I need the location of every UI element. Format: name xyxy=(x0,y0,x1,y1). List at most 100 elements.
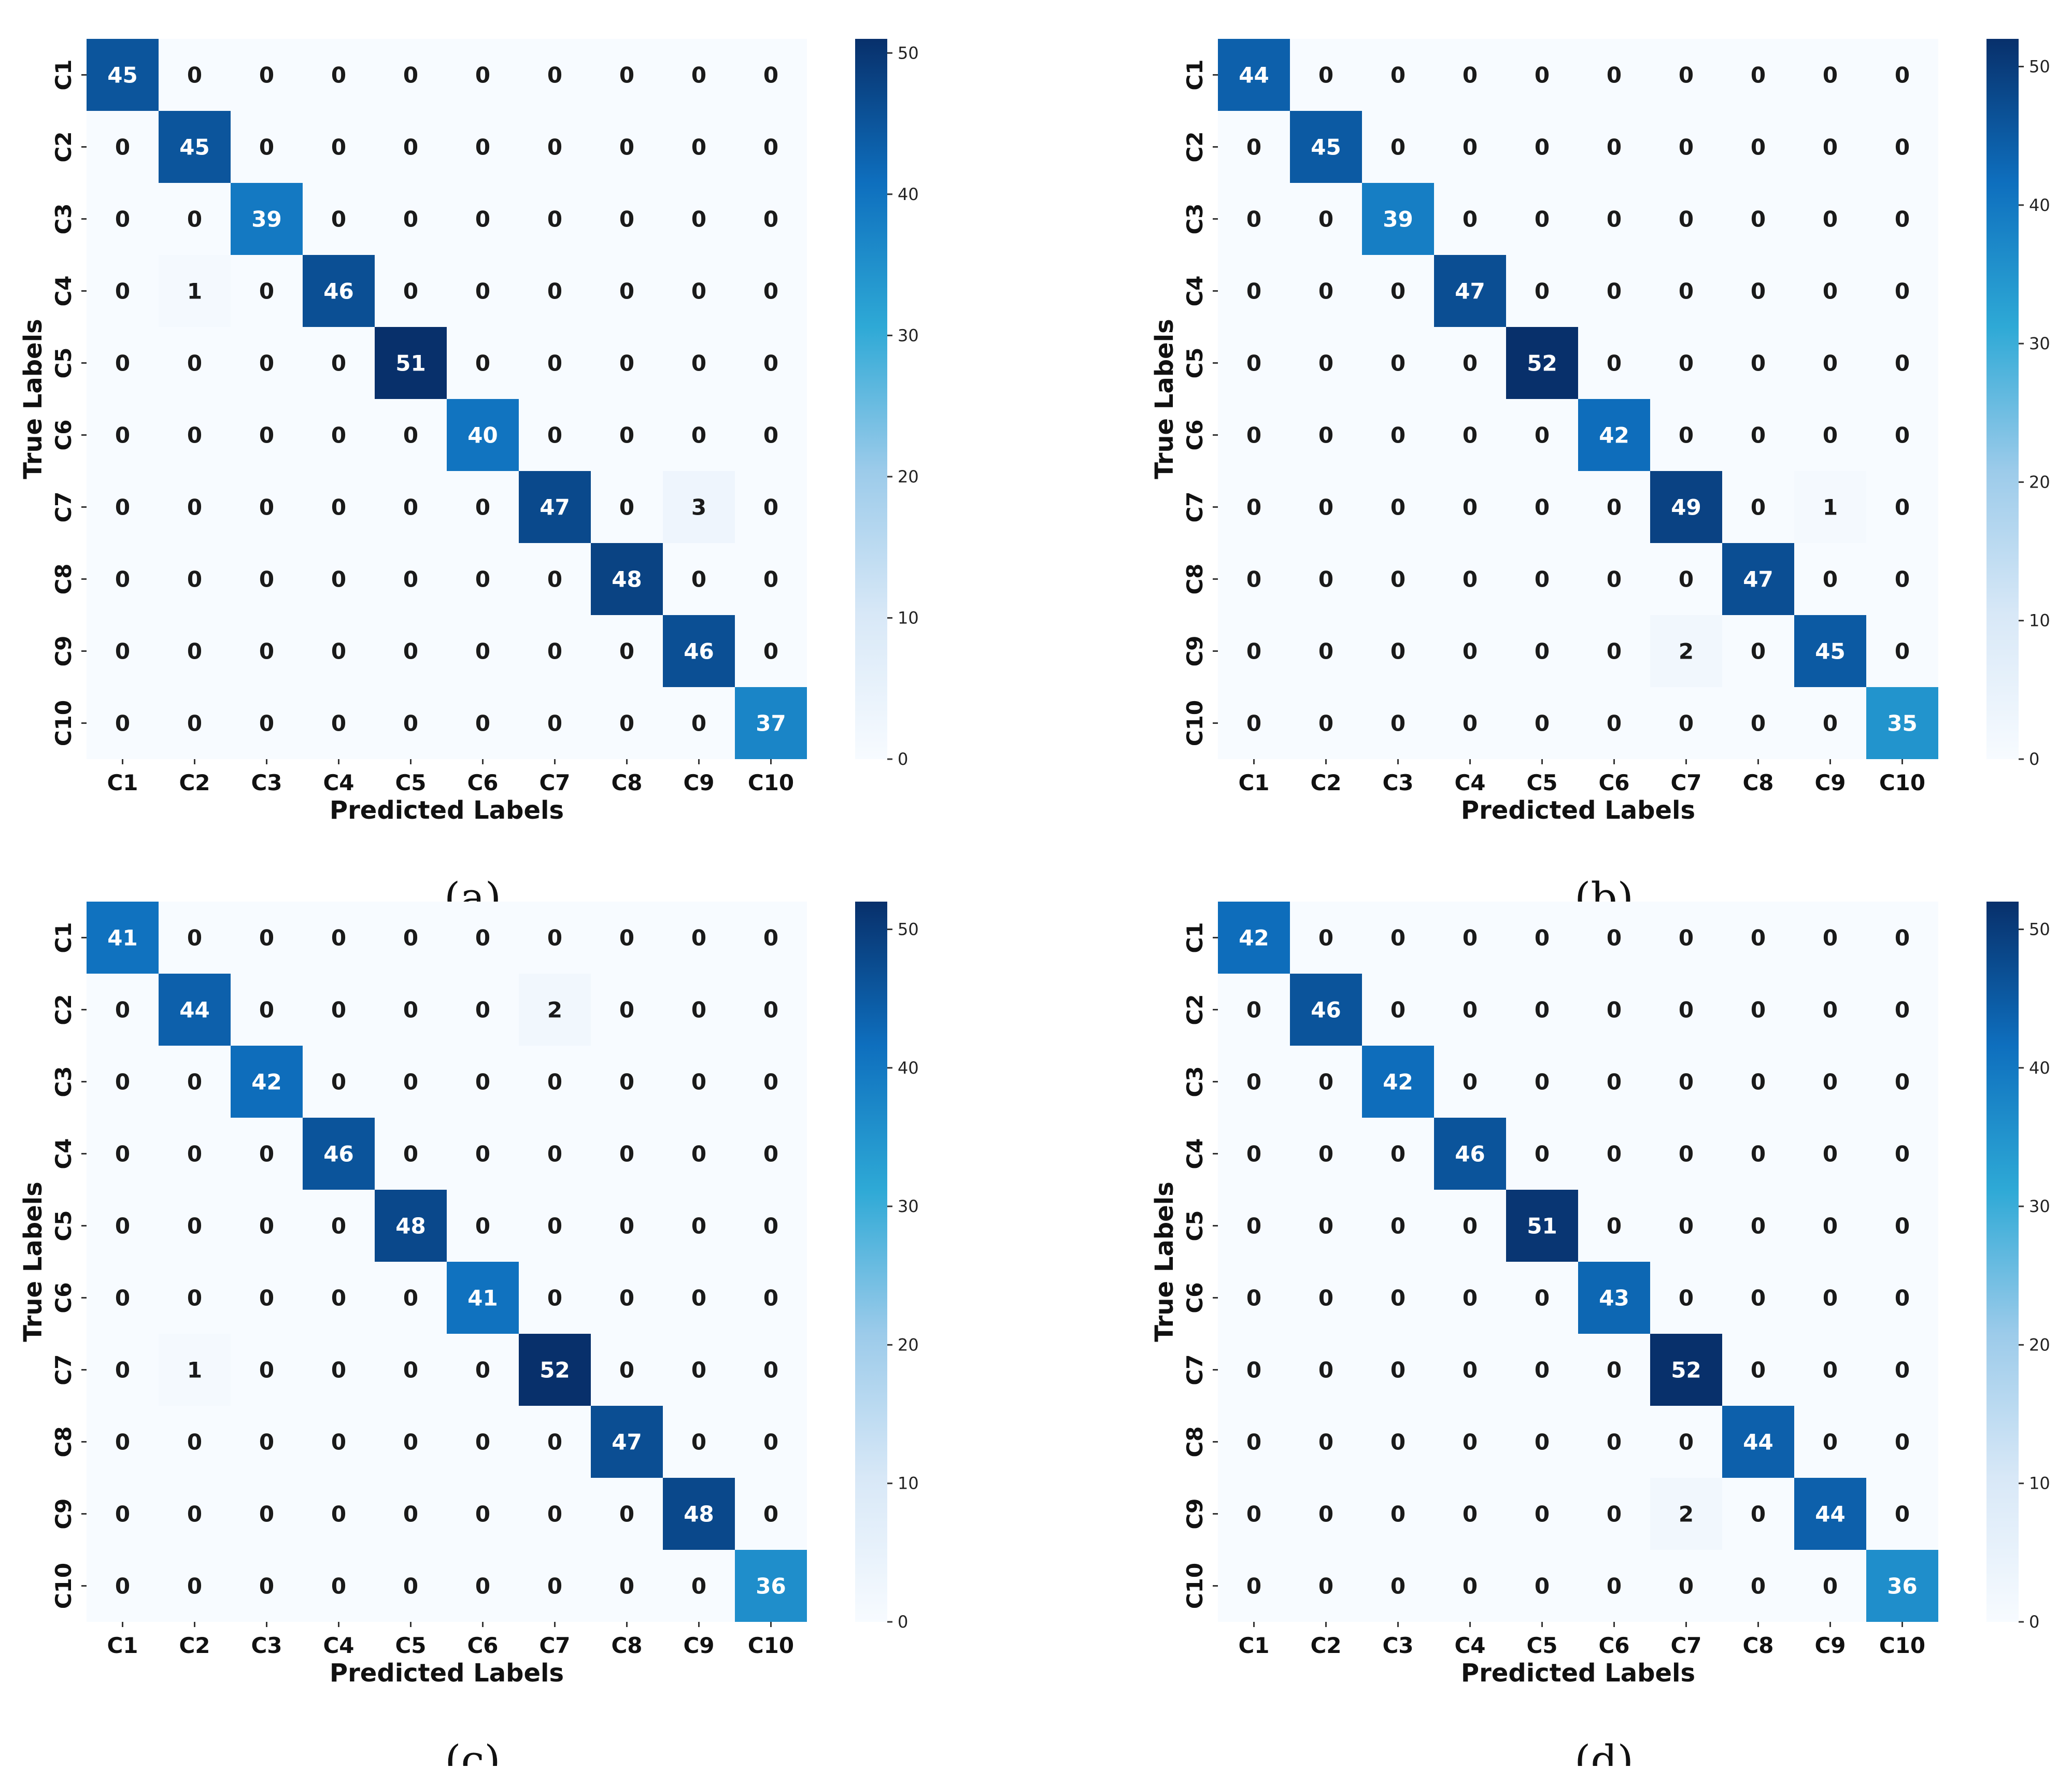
heatmap-cell xyxy=(1578,1262,1650,1334)
heatmap-cell xyxy=(231,615,303,687)
heatmap-cell xyxy=(231,687,303,759)
cell-value-label: 44 xyxy=(1239,63,1269,88)
y-tick-label: C3 xyxy=(1182,203,1208,234)
cell-value-label: 0 xyxy=(1246,495,1261,520)
heatmap-cell xyxy=(1218,974,1290,1046)
x-tick-label: C8 xyxy=(1742,770,1773,795)
cell-value-label: 0 xyxy=(1246,1070,1261,1095)
cell-value-label: 0 xyxy=(1823,1430,1838,1455)
heatmap-cell xyxy=(1794,543,1866,615)
heatmap-cell xyxy=(1578,1334,1650,1406)
heatmap-cell xyxy=(1506,902,1578,974)
cell-value-label: 45 xyxy=(1815,639,1845,664)
cell-value-label: 42 xyxy=(1599,423,1629,448)
heatmap-cell xyxy=(303,1334,375,1406)
y-tick-label: C8 xyxy=(51,563,76,594)
y-tick-label: C3 xyxy=(51,1066,76,1097)
cell-value-label: 0 xyxy=(1463,207,1478,232)
cell-value-label: 0 xyxy=(1318,1574,1333,1599)
cell-value-label: 0 xyxy=(547,63,562,88)
colorbar-tick-label: 0 xyxy=(2029,749,2039,769)
heatmap-cell xyxy=(1578,1190,1650,1262)
heatmap-cell xyxy=(87,39,159,111)
heatmap-cell xyxy=(159,1046,231,1118)
cell-value-label: 0 xyxy=(403,1070,418,1095)
cell-value-label: 0 xyxy=(763,207,778,232)
heatmap-cell xyxy=(1866,615,1938,687)
heatmap-cell xyxy=(1218,615,1290,687)
cell-value-label: 0 xyxy=(115,1574,130,1599)
heatmap-cell xyxy=(303,902,375,974)
heatmap-cell xyxy=(1866,1118,1938,1190)
heatmap-cell xyxy=(159,615,231,687)
cell-value-label: 0 xyxy=(187,1574,202,1599)
cell-value-label: 0 xyxy=(1535,711,1550,736)
cell-value-label: 0 xyxy=(1463,63,1478,88)
cell-value-label: 0 xyxy=(1823,423,1838,448)
heatmap-cell xyxy=(87,974,159,1046)
cell-value-label: 0 xyxy=(115,997,130,1023)
heatmap-cell xyxy=(735,1262,807,1334)
cell-value-label: 0 xyxy=(187,639,202,664)
heatmap-cell xyxy=(1290,615,1362,687)
cell-value-label: 2 xyxy=(1679,639,1694,664)
cell-value-label: 0 xyxy=(1823,1358,1838,1383)
heatmap-cell xyxy=(447,471,519,543)
cell-value-label: 0 xyxy=(1751,351,1766,376)
cell-value-label: 0 xyxy=(1390,711,1406,736)
x-tick-label: C10 xyxy=(748,1633,794,1658)
cell-value-label: 0 xyxy=(259,63,274,88)
y-tick-label: C9 xyxy=(51,1498,76,1529)
cell-value-label: 0 xyxy=(1246,423,1261,448)
heatmap-cell xyxy=(87,399,159,471)
cell-value-label: 0 xyxy=(1679,1070,1694,1095)
colorbar-tick-label: 30 xyxy=(898,1196,919,1216)
heatmap-cell xyxy=(1794,1190,1866,1262)
cell-value-label: 39 xyxy=(1383,207,1413,232)
heatmap-cell xyxy=(1290,1262,1362,1334)
cell-value-label: 0 xyxy=(1751,1502,1766,1527)
cell-value-label: 0 xyxy=(1390,423,1406,448)
cell-value-label: 0 xyxy=(1463,423,1478,448)
heatmap-cell xyxy=(1866,1334,1938,1406)
cell-value-label: 0 xyxy=(691,1286,706,1311)
y-tick-label: C4 xyxy=(51,1138,76,1169)
heatmap-cell xyxy=(87,1118,159,1190)
cell-value-label: 0 xyxy=(691,925,706,951)
cell-value-label: 0 xyxy=(331,567,346,592)
heatmap-cell xyxy=(1362,255,1434,327)
heatmap-cell xyxy=(1434,687,1506,759)
heatmap-cell xyxy=(1650,1478,1722,1550)
cell-value-label: 0 xyxy=(1607,351,1622,376)
x-tick-label: C2 xyxy=(179,770,210,795)
cell-value-label: 40 xyxy=(467,423,498,448)
heatmap-cell xyxy=(1578,1406,1650,1478)
cell-value-label: 0 xyxy=(1390,1502,1406,1527)
heatmap-cell xyxy=(1578,327,1650,399)
heatmap-cell xyxy=(1434,183,1506,255)
heatmap-cell xyxy=(735,39,807,111)
cell-value-label: 48 xyxy=(395,1214,425,1239)
heatmap-cell xyxy=(1362,1190,1434,1262)
heatmap-cell xyxy=(231,974,303,1046)
cell-value-label: 0 xyxy=(619,1070,634,1095)
cell-value-label: 0 xyxy=(1246,1142,1261,1167)
heatmap-cell xyxy=(1650,687,1722,759)
heatmap-cell xyxy=(87,1334,159,1406)
y-tick-label: C7 xyxy=(1182,1354,1208,1385)
heatmap-cell xyxy=(1794,471,1866,543)
cell-value-label: 0 xyxy=(1679,423,1694,448)
cell-value-label: 0 xyxy=(331,207,346,232)
heatmap-cell xyxy=(303,615,375,687)
y-axis-label: True Labels xyxy=(1150,319,1179,479)
cell-value-label: 0 xyxy=(331,711,346,736)
heatmap-cell xyxy=(1218,1118,1290,1190)
cell-value-label: 0 xyxy=(1463,997,1478,1023)
cell-value-label: 0 xyxy=(475,567,490,592)
heatmap-cell xyxy=(303,974,375,1046)
cell-value-label: 0 xyxy=(619,711,634,736)
cell-value-label: 0 xyxy=(691,1142,706,1167)
cell-value-label: 0 xyxy=(403,1358,418,1383)
cell-value-label: 45 xyxy=(179,135,209,160)
heatmap-cell xyxy=(1506,1190,1578,1262)
